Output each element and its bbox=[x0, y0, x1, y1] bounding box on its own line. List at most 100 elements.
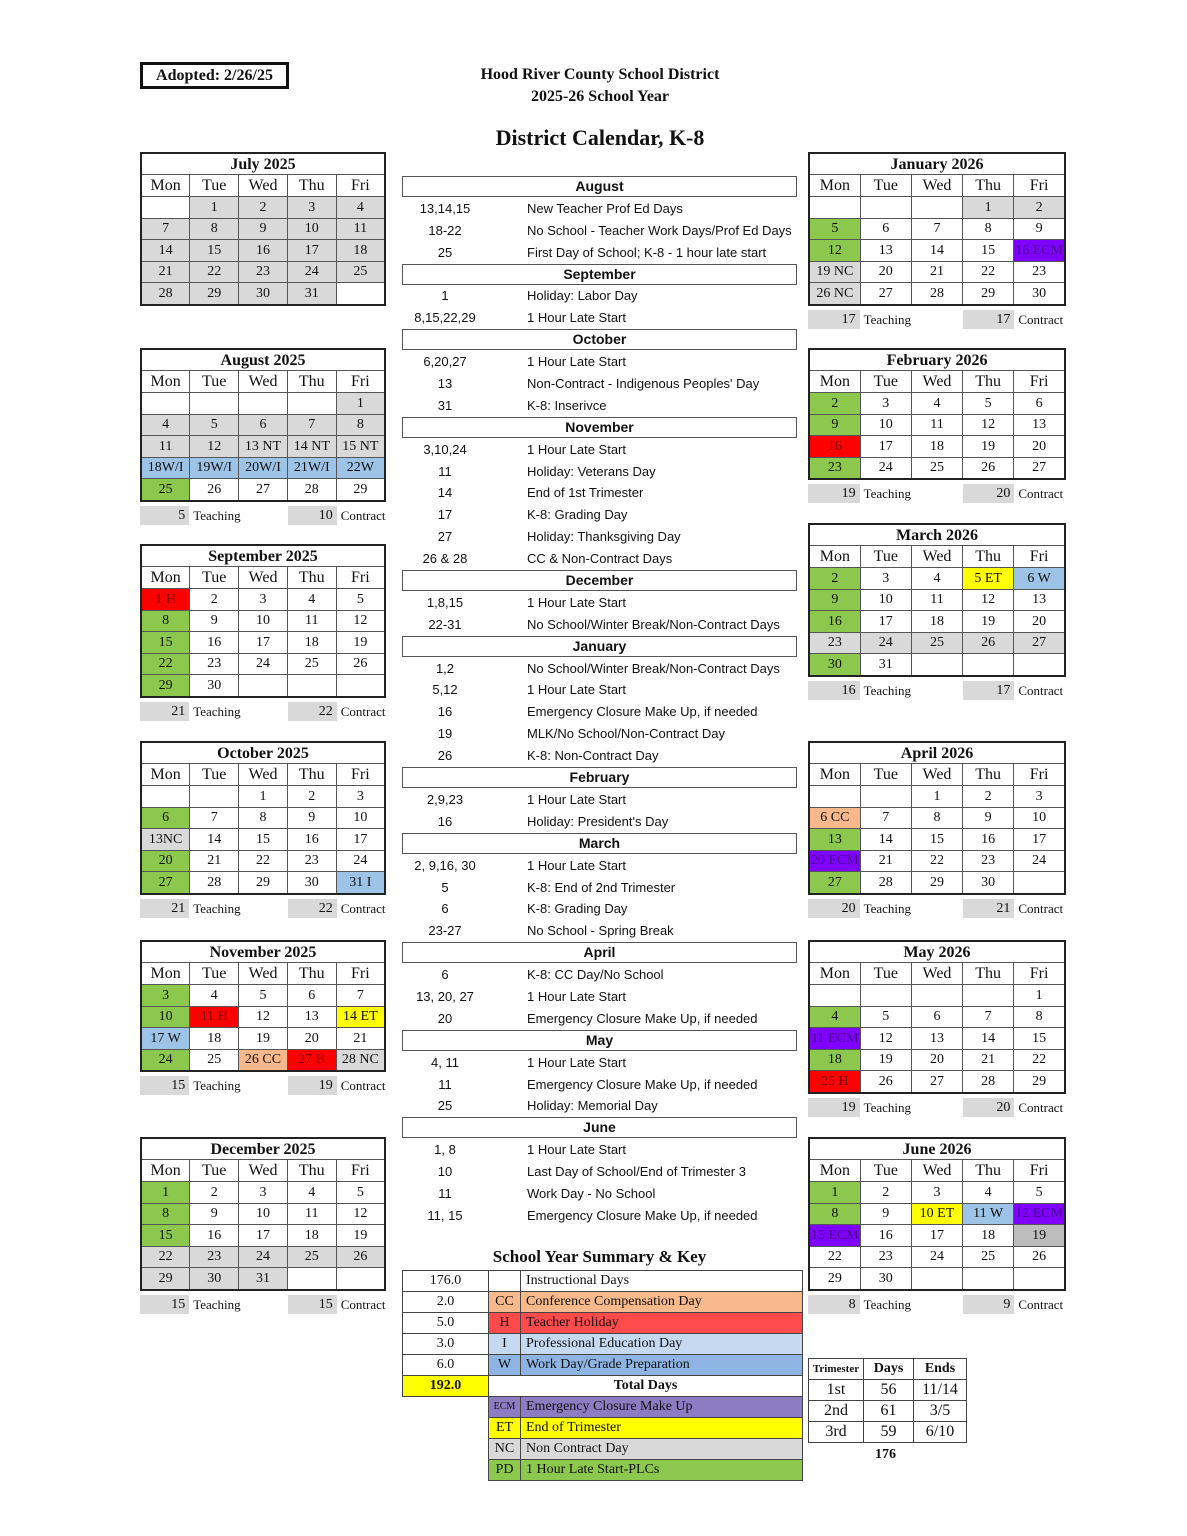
page-title: District Calendar, K-8 bbox=[495, 125, 705, 150]
month-summary: 21 Teaching 22 Contract bbox=[140, 898, 386, 918]
day-cell: 3 bbox=[140, 984, 191, 1007]
contract-days-count: 21 bbox=[962, 898, 1015, 918]
contract-days-count: 22 bbox=[287, 898, 337, 918]
event-description: K-8: Non-Contract Day bbox=[527, 748, 659, 764]
week-row: 8 9 10 ET 11 W 12 ECM bbox=[808, 1202, 1066, 1225]
teaching-label: Teaching bbox=[863, 311, 912, 327]
calendar-grid: February 2026 Mon Tue Wed Thu Fri 2 3 4 5 6 9 10 11 12… bbox=[808, 348, 1066, 480]
day-cell: 12 ECM bbox=[1013, 1202, 1066, 1225]
day-cell: 15 ECM bbox=[808, 1224, 861, 1247]
day-cell: 29 bbox=[189, 282, 240, 305]
day-cell: 14 bbox=[859, 828, 912, 851]
day-cell: 27 bbox=[1013, 631, 1066, 654]
month-summary: 16 Teaching 17 Contract bbox=[808, 680, 1066, 700]
week-row: 22 23 24 25 26 bbox=[140, 1245, 386, 1268]
key-code: W bbox=[488, 1354, 521, 1376]
day-cell: 4 bbox=[808, 1005, 861, 1028]
weekday-header: Tue bbox=[189, 1159, 240, 1182]
day-cell: 26 bbox=[335, 1245, 386, 1268]
day-cell: 21 bbox=[335, 1027, 386, 1050]
day-cell: 18W/I bbox=[140, 456, 191, 479]
month-summary: 5 Teaching 10 Contract bbox=[140, 505, 386, 525]
day-cell: 11 bbox=[910, 413, 964, 436]
week-row: 17 W 18 19 20 21 bbox=[140, 1027, 386, 1050]
day-cell: 10 ET bbox=[910, 1202, 964, 1225]
weekday-header: Mon bbox=[140, 763, 191, 786]
day-cell: 12 bbox=[189, 435, 240, 458]
events-list: August 13,14,15 New Teacher Prof Ed Days 18… bbox=[402, 176, 797, 1227]
month-title: July 2025 bbox=[140, 152, 386, 175]
event-dates: 11 bbox=[438, 1185, 452, 1201]
day-cell: 24 bbox=[335, 849, 386, 872]
day-cell: 24 bbox=[859, 456, 912, 480]
event-description: New Teacher Prof Ed Days bbox=[527, 200, 683, 216]
event-dates: 6,20,27 bbox=[423, 354, 467, 370]
event-description: MLK/No School/Non-Contract Day bbox=[527, 726, 725, 742]
weekday-header: Wed bbox=[238, 370, 288, 393]
event-dates: 26 bbox=[437, 748, 453, 764]
day-cell bbox=[140, 392, 191, 415]
day-cell: 25 bbox=[286, 652, 337, 675]
month-title: April 2026 bbox=[808, 741, 1066, 764]
day-cell: 11 H bbox=[189, 1005, 240, 1028]
teaching-label: Teaching bbox=[863, 1296, 912, 1312]
key-code: I bbox=[488, 1333, 521, 1355]
event-month-header: June bbox=[402, 1117, 797, 1139]
key-code bbox=[488, 1270, 521, 1292]
contract-days-count: 17 bbox=[962, 680, 1015, 700]
teaching-label: Teaching bbox=[863, 900, 912, 916]
contract-days-count: 15 bbox=[287, 1294, 337, 1314]
month-title: May 2026 bbox=[808, 940, 1066, 963]
event-month-header: March bbox=[402, 832, 797, 854]
day-cell: 23 bbox=[808, 456, 861, 480]
day-cell: 14 bbox=[140, 239, 191, 262]
day-cell: 23 bbox=[962, 849, 1015, 872]
teaching-days-count: 19 bbox=[808, 1097, 860, 1117]
key-label: Professional Education Day bbox=[520, 1333, 803, 1355]
weekday-header: Wed bbox=[910, 962, 964, 985]
day-cell: 16 bbox=[189, 1224, 240, 1247]
day-cell bbox=[189, 785, 240, 808]
weekday-header: Tue bbox=[859, 370, 912, 393]
day-cell: 14 NT bbox=[286, 435, 337, 458]
teaching-days-count: 21 bbox=[140, 898, 190, 918]
contract-label: Contract bbox=[340, 703, 386, 719]
month-summary: 21 Teaching 22 Contract bbox=[140, 701, 386, 721]
day-cell: 6 bbox=[238, 413, 288, 436]
week-row: 18 19 20 21 22 bbox=[808, 1048, 1066, 1071]
day-cell: 6 CC bbox=[808, 806, 861, 829]
event-month-header: October bbox=[402, 329, 797, 351]
event-month-header: May bbox=[402, 1029, 797, 1051]
day-cell bbox=[238, 392, 288, 415]
event-row: 2,9,23 1 Hour Late Start bbox=[402, 789, 797, 811]
day-cell: 22 bbox=[140, 1245, 191, 1268]
trimester-header: Ends bbox=[913, 1358, 967, 1380]
day-cell: 8 bbox=[140, 1202, 191, 1225]
event-row: 27 Holiday: Thanksgiving Day bbox=[402, 526, 797, 548]
trimester-cell: 1st bbox=[808, 1379, 864, 1401]
day-cell: 11 W bbox=[962, 1202, 1015, 1225]
legend-code: ECM bbox=[488, 1396, 521, 1418]
legend-label: End of Trimester bbox=[520, 1417, 803, 1439]
event-month-header: November bbox=[402, 416, 797, 438]
key-title: School Year Summary & Key bbox=[492, 1247, 707, 1266]
day-cell: 10 bbox=[238, 609, 288, 632]
day-cell: 29 bbox=[335, 478, 386, 501]
day-cell: 18 bbox=[189, 1027, 240, 1050]
week-row: 19 NC 20 21 22 23 bbox=[808, 260, 1066, 283]
weekday-header: Thu bbox=[286, 763, 337, 786]
day-cell: 31 bbox=[238, 1267, 288, 1290]
day-cell bbox=[1013, 871, 1066, 894]
weekday-header: Mon bbox=[140, 370, 191, 393]
day-cell: 11 bbox=[286, 609, 337, 632]
day-cell: 18 bbox=[910, 610, 964, 633]
event-row: 14 End of 1st Trimester bbox=[402, 482, 797, 504]
key-row: 5.0 H Teacher Holiday bbox=[402, 1312, 803, 1334]
teaching-label: Teaching bbox=[193, 507, 241, 523]
event-row: 6 K-8: CC Day/No School bbox=[402, 964, 797, 986]
teaching-days-count: 15 bbox=[140, 1076, 190, 1095]
day-cell: 12 bbox=[335, 1202, 386, 1225]
day-cell bbox=[808, 196, 861, 219]
